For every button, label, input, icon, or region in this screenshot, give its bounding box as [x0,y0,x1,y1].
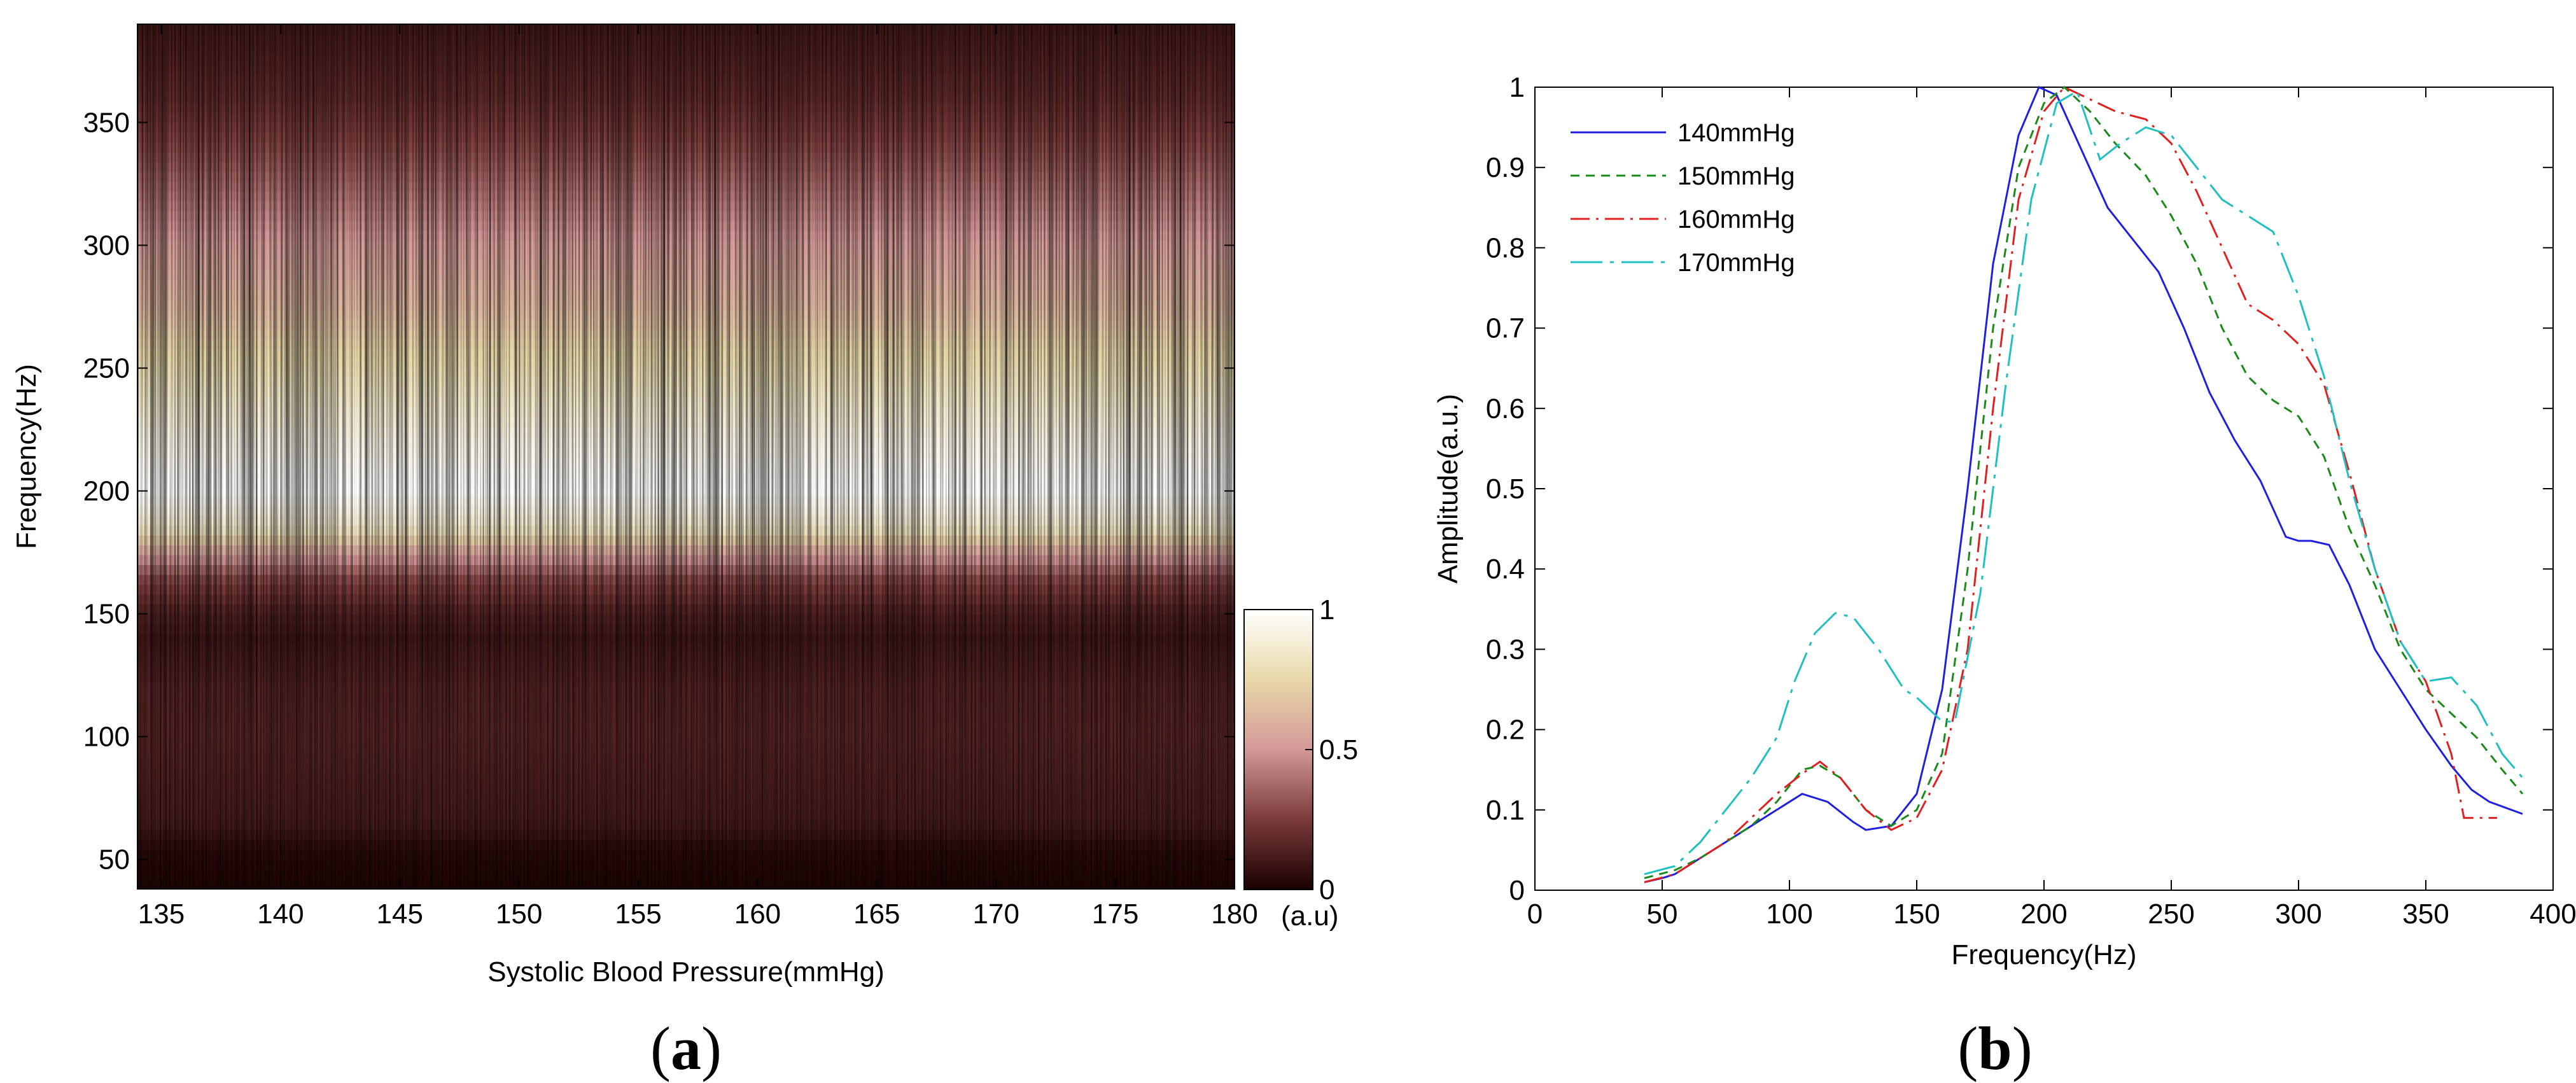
y-tick-label: 1 [1509,72,1525,103]
heatmap-y-ticks: 50 100 150 200 250 300 350 [83,107,1235,876]
x-tick-label: 170 [973,898,1019,930]
y-tick-label: 300 [83,230,130,261]
x-tick-label: 135 [138,898,185,930]
y-tick-label: 100 [83,722,130,753]
panel-letter-b: b [1978,1014,2012,1082]
legend-entry: 160mmHg [1677,206,1795,234]
series-line-160mmHg [1644,86,2497,883]
x-tick-label: 150 [496,898,542,930]
colorbar-gradient [1243,609,1313,890]
colorbar: 00.51 (a.u) [1243,594,1358,932]
y-tick-label: 0.4 [1486,554,1525,585]
x-tick-label: 140 [257,898,304,930]
x-tick-label: 200 [2020,898,2067,930]
y-tick-label: 0.9 [1486,152,1525,183]
legend-entry: 170mmHg [1677,249,1795,277]
y-tick-label: 0.6 [1486,393,1525,424]
x-tick-label: 50 [1647,898,1678,930]
x-tick-label: 150 [1893,898,1940,930]
legend-entry: 140mmHg [1677,119,1795,147]
line-chart-panel: 0 50 100 150 200 250 300 350 400 0 0.1 0.2 0.3 0.4 0.… [1432,72,2576,1082]
heatmap-panel: 135 140 145 150 155 160 165 170 175 180 50 100 150 2… [11,24,1358,1082]
y-tick-label: 0.7 [1486,313,1525,344]
legend: 140mmHg 150mmHg 160mmHg 170mmHg [1571,119,1795,277]
y-tick-label: 0.5 [1486,473,1525,505]
y-tick-label: 0.2 [1486,715,1525,746]
heatmap-frame [137,24,1235,890]
y-tick-label: 0.8 [1486,232,1525,263]
heatmap-x-ticks: 135 140 145 150 155 160 165 170 175 180 [138,24,1258,930]
series-line-170mmHg [1644,90,2524,876]
x-tick-label: 165 [853,898,900,930]
x-tick-label: 0 [1527,898,1543,930]
panel-label-a: (a) [650,1014,722,1082]
x-tick-label: 100 [1766,898,1812,930]
y-tick-label: 200 [83,476,130,507]
x-tick-label: 155 [615,898,661,930]
x-tick-label: 350 [2402,898,2449,930]
y-tick-label: 50 [99,844,130,876]
series-line-140mmHg [1644,86,2523,883]
heatmap-texture [137,24,1235,889]
heatmap-y-axis-label: Frequency(Hz) [11,364,42,549]
y-tick-label: 250 [83,353,130,384]
x-tick-label: 250 [2148,898,2194,930]
line-chart-series [1644,86,2524,883]
line-chart-y-axis-label: Amplitude(a.u.) [1432,394,1464,583]
colorbar-tick-label: 0 [1319,874,1334,905]
x-tick-label: 400 [2530,898,2576,930]
panel-label-b: (b) [1957,1014,2032,1082]
x-tick-label: 175 [1092,898,1138,930]
line-chart-x-axis-label: Frequency(Hz) [1952,939,2137,970]
heatmap-x-axis-label: Systolic Blood Pressure(mmHg) [487,956,885,988]
y-tick-label: 0 [1509,875,1525,906]
x-tick-label: 145 [377,898,423,930]
colorbar-tick-label: 0.5 [1319,734,1358,765]
y-tick-label: 350 [83,107,130,138]
panel-letter-a: a [671,1014,701,1082]
legend-entry: 150mmHg [1677,162,1795,190]
x-tick-label: 180 [1211,898,1257,930]
y-tick-label: 0.3 [1486,634,1525,665]
y-tick-label: 150 [83,599,130,630]
y-tick-label: 0.1 [1486,795,1525,826]
colorbar-unit-label: (a.u) [1281,900,1338,932]
line-chart-x-ticks: 0 50 100 150 200 250 300 350 400 [1527,87,2576,930]
series-line-150mmHg [1644,86,2524,879]
x-tick-label: 160 [734,898,781,930]
colorbar-ticks: 00.51 [1305,594,1358,905]
x-tick-label: 300 [2275,898,2321,930]
line-chart-y-ticks: 0 0.1 0.2 0.3 0.4 0.5 0.6 0.7 0.8 0.9 1 [1486,72,2553,906]
colorbar-tick-label: 1 [1319,594,1334,625]
